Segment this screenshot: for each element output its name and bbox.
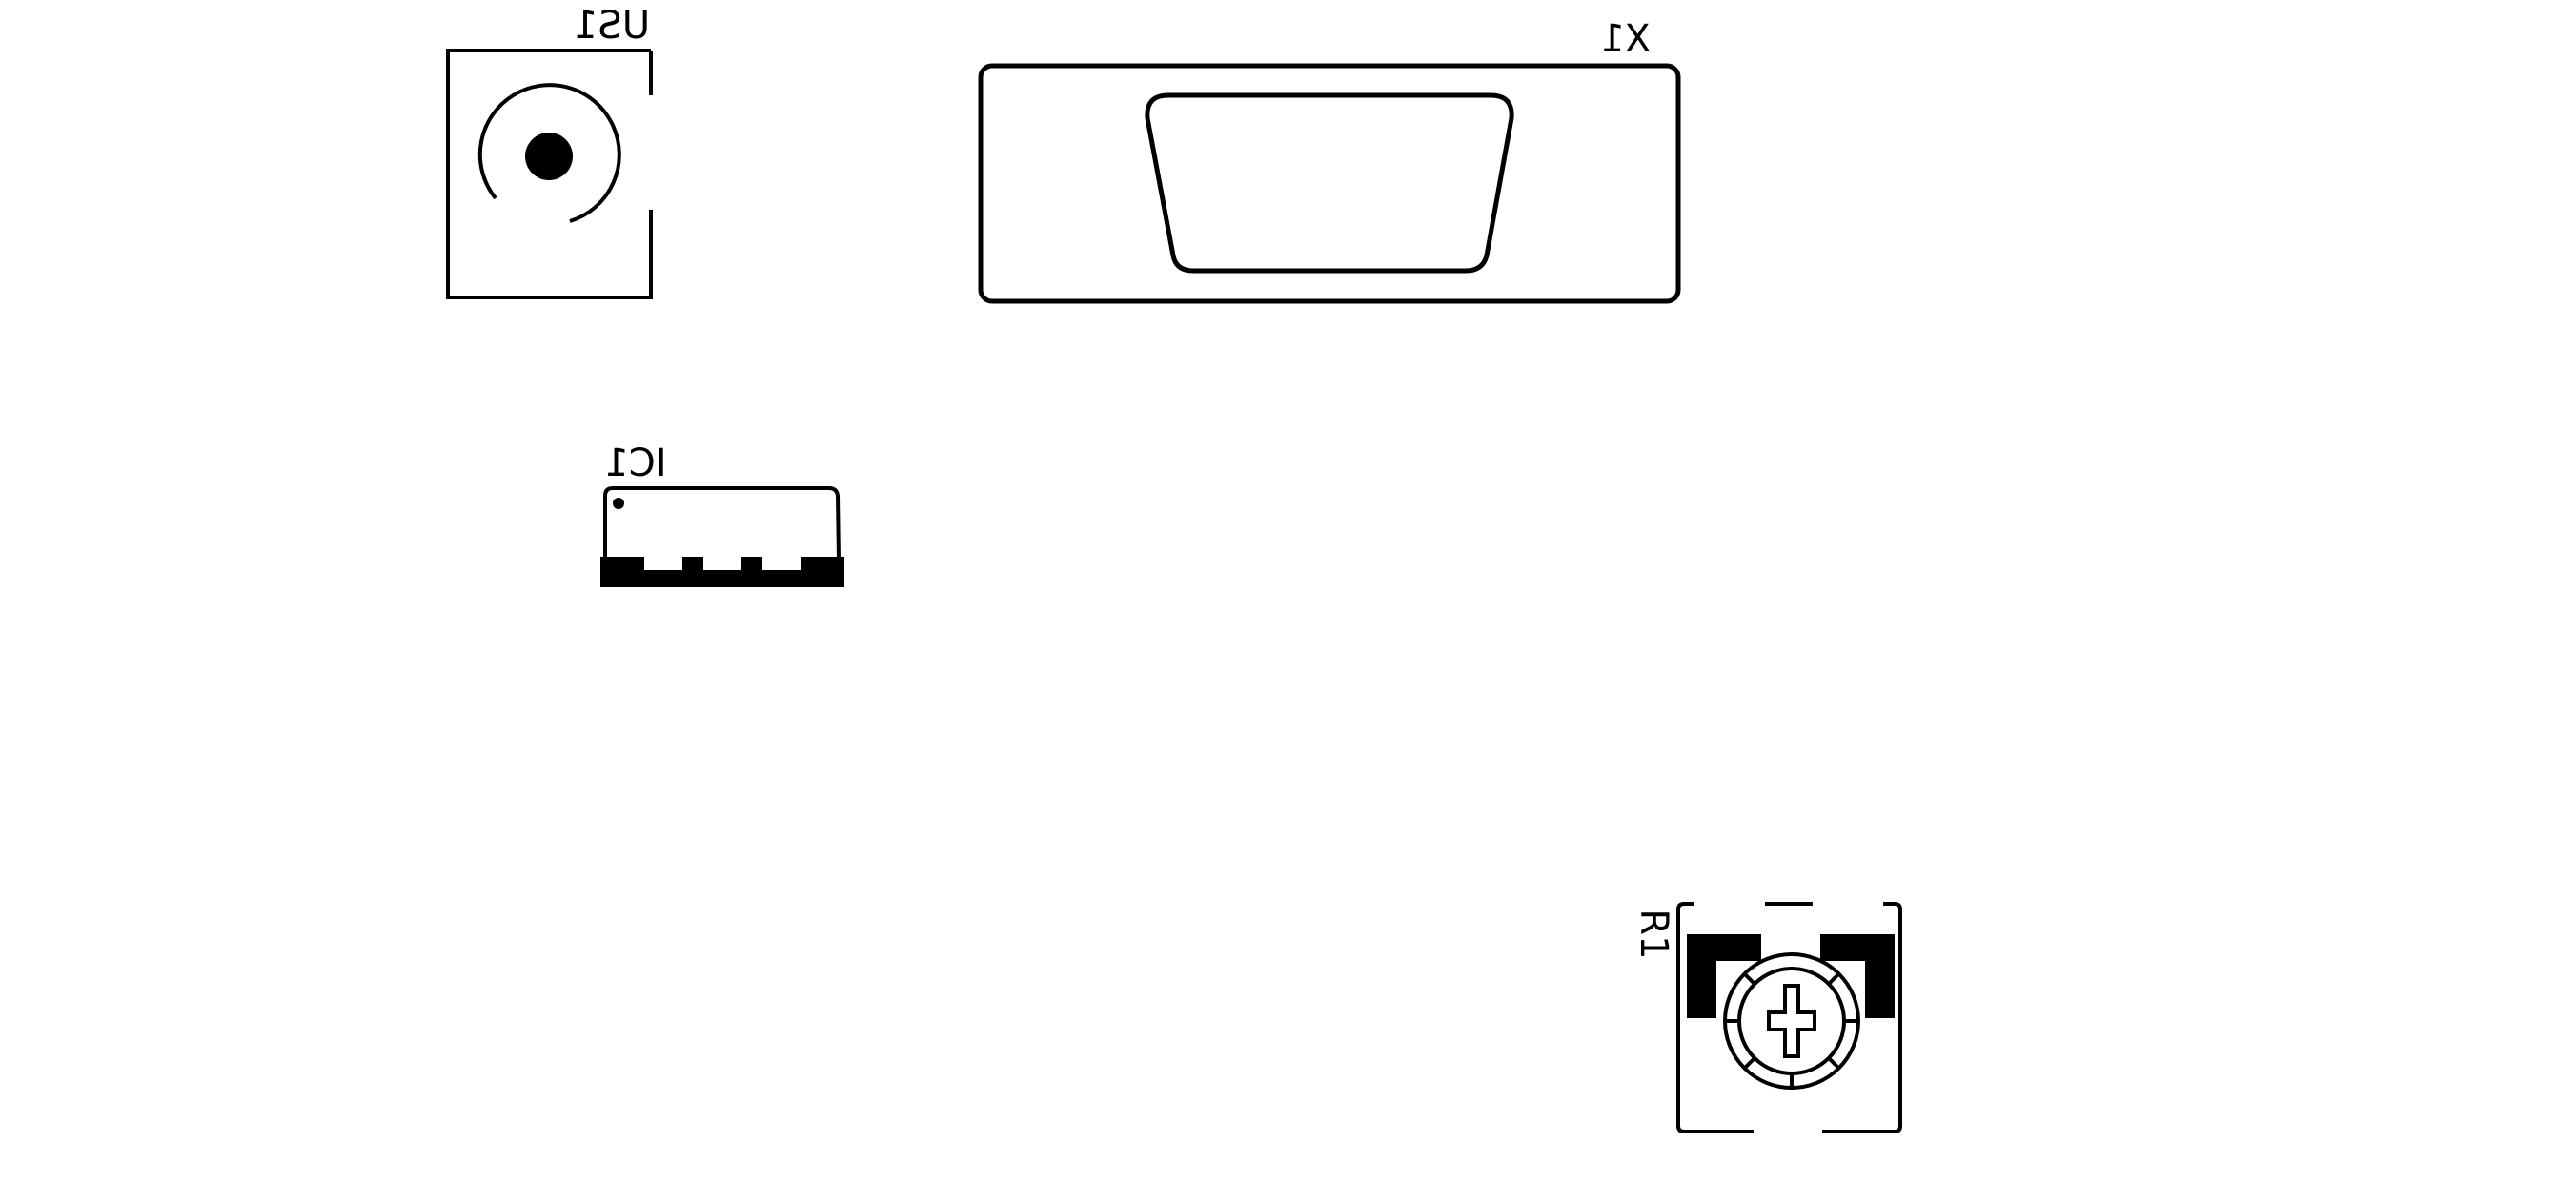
smd-ic-package-icon	[600, 486, 844, 587]
x1-designator: X1	[1601, 17, 1652, 61]
ic1-designator: IC1	[604, 441, 666, 485]
r1-designator: R1	[1632, 908, 1675, 959]
trimmer-potentiometer-icon	[1676, 902, 1902, 1133]
dc-power-jack-icon	[446, 49, 653, 299]
d-sub-connector-icon	[978, 63, 1681, 304]
component-us1: US1	[446, 4, 653, 299]
component-x1: X1	[978, 17, 1681, 304]
us1-designator: US1	[574, 4, 650, 48]
component-ic1: IC1	[600, 441, 844, 587]
component-r1: R1	[1632, 902, 1902, 1133]
